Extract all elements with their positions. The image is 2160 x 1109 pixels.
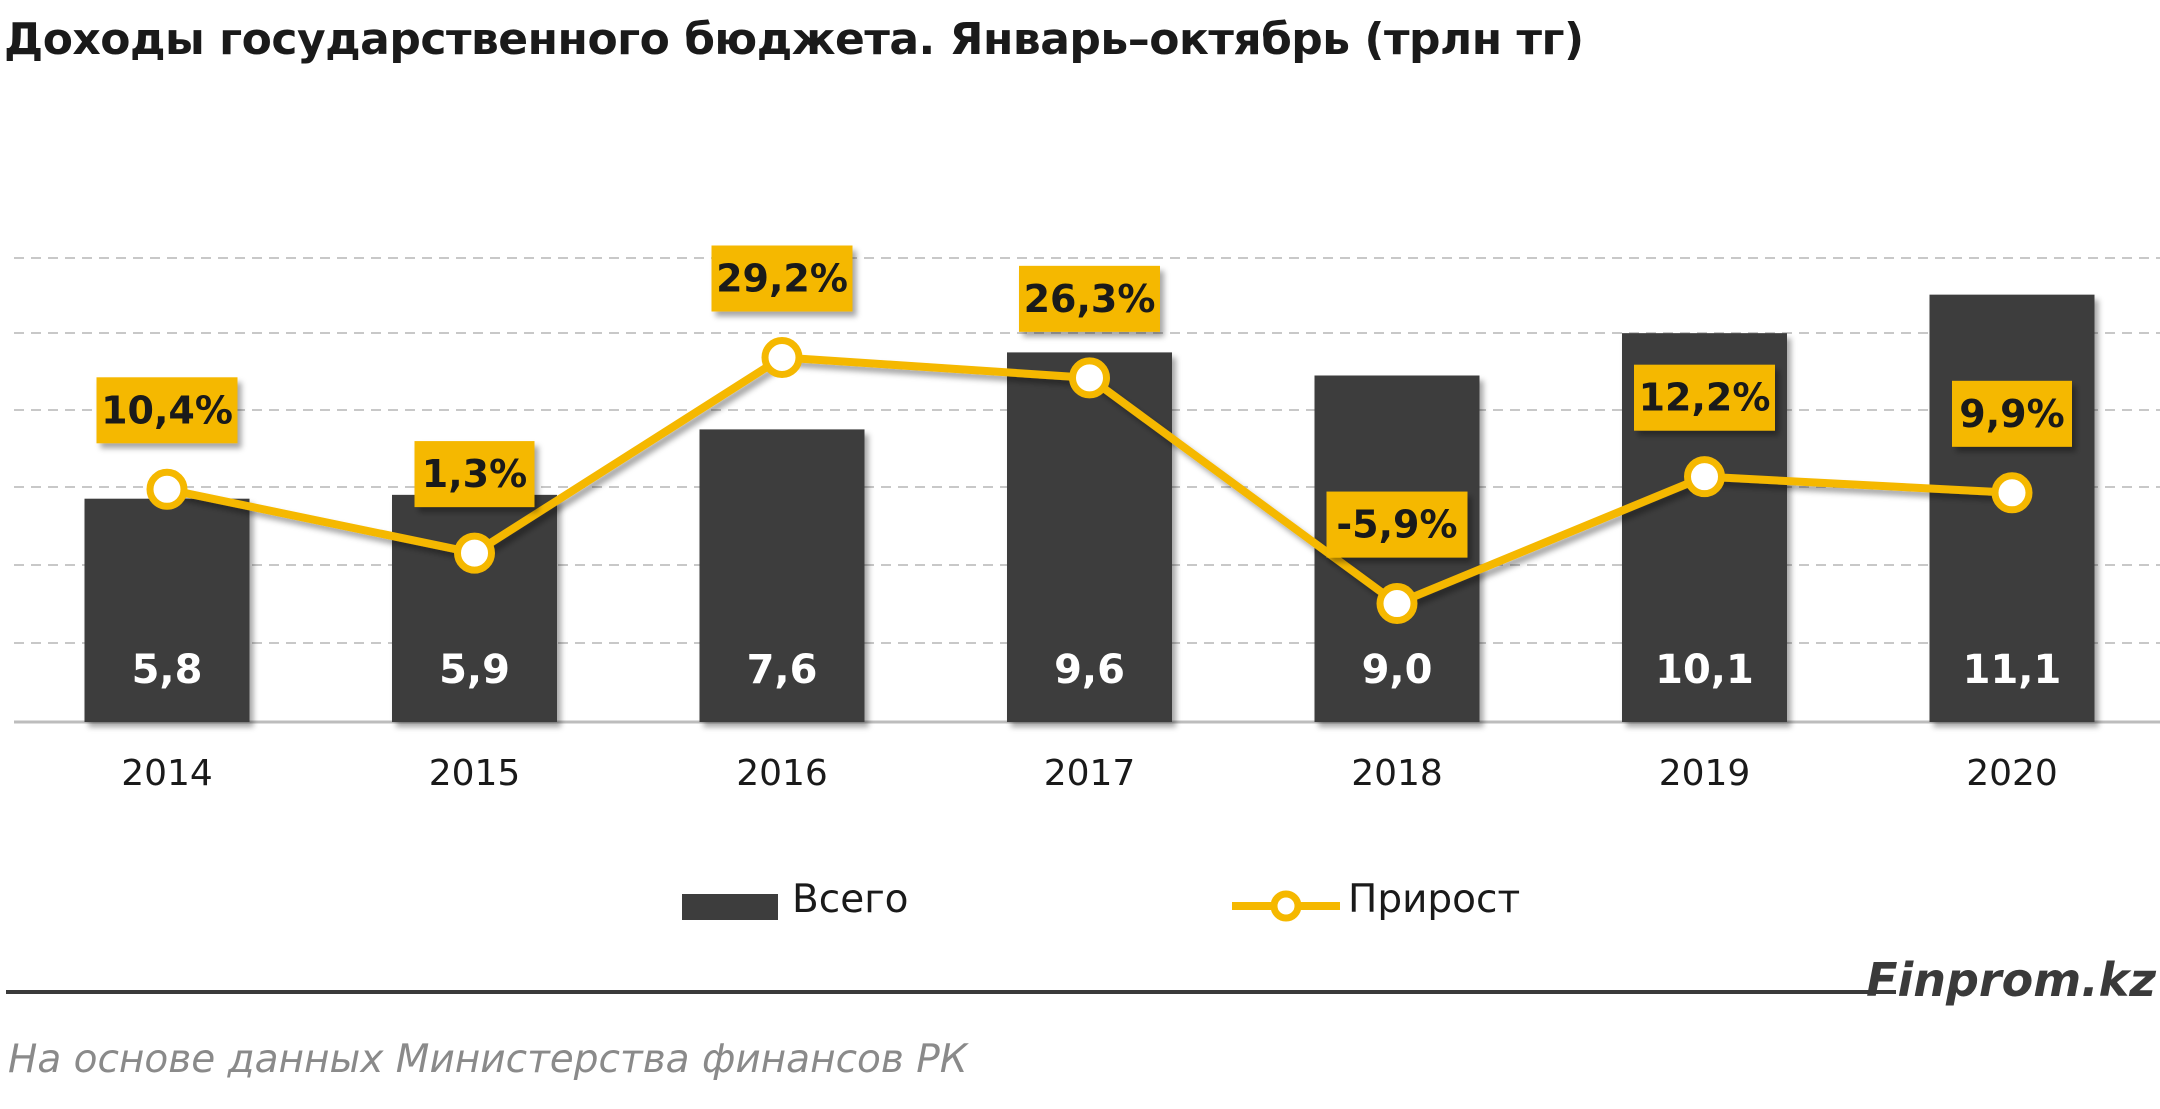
growth-point-2018	[1376, 583, 1418, 625]
bar-value-label: 9,0	[1362, 647, 1433, 693]
growth-value-label: 12,2%	[1639, 376, 1771, 420]
growth-value-label: 26,3%	[1024, 277, 1156, 321]
growth-label-box	[711, 245, 853, 312]
bar-2016	[699, 429, 865, 722]
growth-value-label: 29,2%	[716, 257, 848, 301]
brand-logo-text: Finprom.kz	[1866, 953, 2156, 1007]
growth-label-box	[1952, 380, 2072, 447]
bar-value-label: 7,6	[747, 647, 818, 693]
growth-point-2015	[454, 532, 495, 574]
growth-value-label: 10,4%	[101, 388, 233, 432]
growth-label-box	[1326, 491, 1468, 558]
chart-title: Доходы государственного бюджета. Январь–…	[4, 14, 1584, 65]
growth-value-label: -5,9%	[1336, 503, 1457, 547]
growth-value-label: 1,3%	[422, 452, 527, 496]
bar-2014	[84, 498, 250, 722]
bar-value-label: 11,1	[1963, 647, 2062, 693]
legend-line-marker	[1270, 890, 1302, 922]
x-tick-label: 2019	[1659, 753, 1751, 794]
growth-label-box	[414, 441, 535, 508]
legend-label-total: Всего	[792, 877, 909, 922]
bar-value-label: 5,8	[132, 647, 203, 693]
growth-points	[146, 337, 2033, 625]
x-tick-label: 2018	[1351, 753, 1443, 794]
bar-value-label: 5,9	[439, 647, 510, 693]
growth-point-2016	[761, 337, 803, 379]
legend-bar-swatch	[682, 894, 778, 920]
bar-value-label: 9,6	[1054, 647, 1125, 693]
bar-labels: 5,8 5,9 7,6 9,6 9,0 10,1 11,1	[132, 647, 2062, 693]
x-tick-label: 2014	[121, 753, 213, 794]
growth-labels: 10,4% 1,3% 29,2% 26,3% -5,9% 12,2% 9,9%	[96, 245, 2072, 558]
x-tick-label: 2015	[429, 753, 521, 794]
growth-label-box	[1634, 364, 1775, 431]
x-tick-labels: 2014 2015 2016 2017 2018 2019 2020	[121, 753, 2058, 794]
legend-label-growth: Прирост	[1348, 877, 1521, 922]
growth-value-label: 9,9%	[1959, 392, 2064, 436]
growth-point-2014	[146, 468, 188, 510]
bar-value-label: 10,1	[1655, 647, 1754, 693]
growth-point-2020	[1991, 472, 2033, 514]
footer-divider	[6, 990, 1896, 994]
source-note: На основе данных Министерства финансов Р…	[8, 1037, 968, 1082]
x-tick-label: 2016	[736, 753, 828, 794]
x-tick-label: 2017	[1044, 753, 1136, 794]
x-tick-label: 2020	[1966, 753, 2058, 794]
growth-label-box	[96, 377, 238, 444]
growth-point-2017	[1069, 357, 1110, 399]
growth-label-box	[1019, 265, 1160, 332]
growth-point-2019	[1684, 456, 1725, 498]
